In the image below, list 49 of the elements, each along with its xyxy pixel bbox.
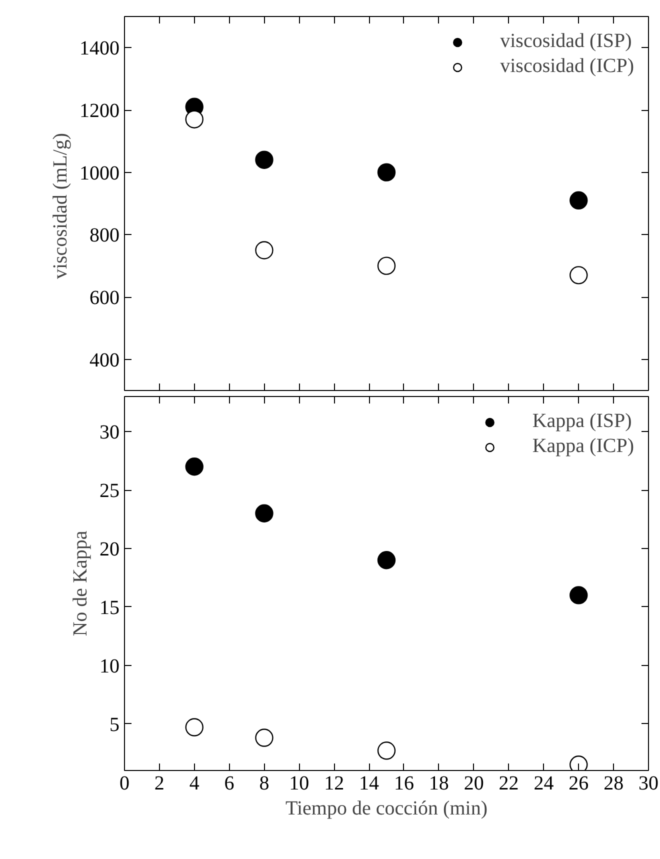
y-tick-label: 400 [90,349,120,372]
y-axis-title: No de Kappa [70,530,92,636]
legend-label: Kappa (ISP) [532,410,632,433]
x-tick-label: 10 [289,772,310,794]
point [185,718,204,736]
y-tick-label: 20 [100,538,120,560]
x-tick-label: 8 [259,772,270,794]
y-tick-label: 1000 [80,162,120,184]
x-tick-label: 6 [224,772,234,794]
point [377,163,396,182]
point [377,742,396,760]
x-tick-label: 20 [464,772,484,794]
x-tick-label: 2 [154,772,164,794]
x-tick-label: 26 [568,772,589,794]
point [185,110,204,128]
point [255,241,274,260]
x-tick-label: 16 [394,772,414,794]
point [377,551,396,570]
y-tick-label: 5 [110,714,120,736]
y-tick-label: 10 [100,655,120,678]
y-tick-label: 800 [90,224,120,247]
x-tick-label: 24 [534,772,554,794]
legend-label: viscosidad (ISP) [500,30,632,53]
x-tick-label: 12 [324,772,344,794]
x-tick-label: 18 [428,772,449,794]
y-tick-label: 1400 [80,38,120,60]
legend-label: viscosidad (ICP) [500,55,634,78]
x-tick-label: 22 [498,772,519,794]
point [255,504,274,522]
x-tick-label: 0 [120,772,130,794]
y-tick-label: 1200 [80,100,120,122]
point [570,586,588,604]
point [570,266,588,284]
legend-label: Kappa (ICP) [532,435,634,458]
x-axis-title: Tiempo de cocción (min) [286,798,488,820]
y-tick-label: 25 [100,480,120,502]
y-tick-label: 30 [100,422,120,444]
point [570,191,588,210]
point [255,150,274,169]
y-axis-title: viscosidad (mL/g) [50,132,72,280]
x-tick-label: 30 [638,772,658,794]
point [185,458,204,476]
point [377,256,396,275]
y-tick-label: 600 [90,287,120,309]
x-tick-label: 28 [604,772,624,794]
y-tick-label: 15 [100,596,120,619]
point [255,728,274,747]
x-tick-label: 14 [359,772,380,794]
x-tick-label: 4 [189,772,200,794]
